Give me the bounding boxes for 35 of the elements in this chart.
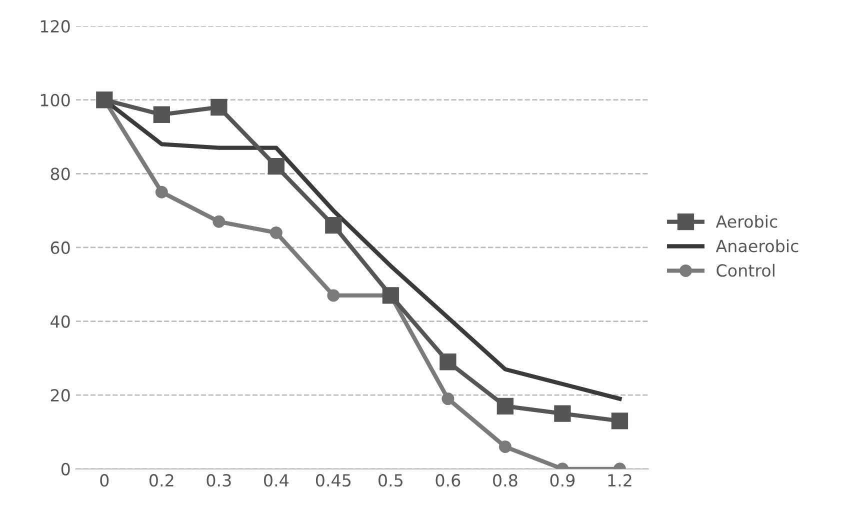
x-tick-label: 0.6 (436, 474, 460, 487)
point (382, 287, 400, 304)
x-tick-label: 0.2 (150, 474, 174, 487)
point (325, 217, 342, 234)
point (268, 158, 285, 175)
x-tick-label: 0 (100, 474, 109, 487)
x-tick-label: 0.4 (264, 474, 288, 487)
point (155, 186, 168, 198)
point (212, 215, 226, 228)
x-tick-label: 0.45 (316, 474, 351, 487)
y-tick-label: 20 (50, 389, 70, 402)
point (611, 412, 628, 430)
y-tick-label: 60 (50, 241, 70, 254)
x-tick-label: 1.2 (608, 474, 632, 486)
point (498, 440, 512, 454)
point (153, 106, 170, 123)
point (554, 405, 571, 422)
point (210, 98, 228, 116)
x-tick-label: 0.8 (493, 474, 518, 487)
y-tick-label: 100 (40, 94, 70, 106)
x-tick-label: 0.5 (378, 474, 402, 487)
x-tick-label: 0.9 (550, 474, 575, 487)
point (496, 398, 514, 414)
legend-label: Control (716, 264, 774, 277)
point (442, 392, 454, 406)
y-tick-label: 120 (40, 20, 70, 33)
legend-label: Aerobic (716, 214, 778, 228)
legend-label: Anaerobic (716, 239, 798, 252)
point (327, 289, 340, 302)
x-tick-label: 0.3 (206, 474, 231, 487)
y-tick-label: 40 (50, 315, 70, 328)
y-tick-label: 80 (50, 168, 70, 180)
point (440, 354, 456, 370)
point (270, 226, 282, 239)
y-tick-label: 0 (61, 462, 70, 476)
